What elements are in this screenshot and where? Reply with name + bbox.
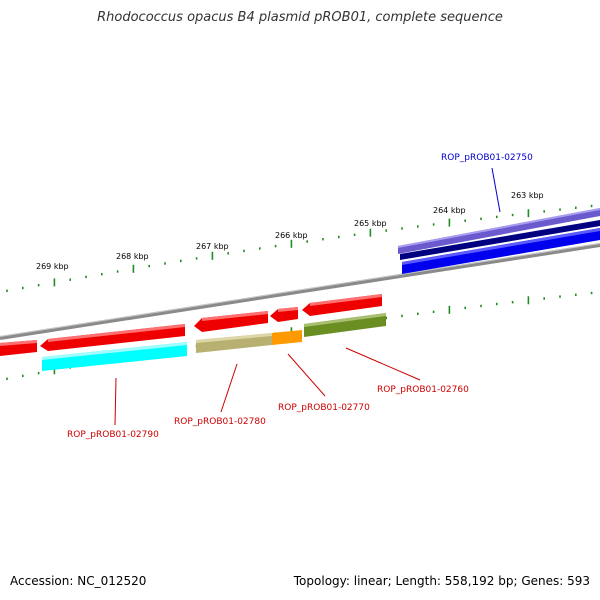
leader-02780	[220, 363, 238, 413]
gene-02750-features[interactable]	[398, 208, 600, 274]
gene-02760-olive-band	[304, 313, 386, 337]
gene-label-02780[interactable]: ROP_pROB01-02780	[174, 417, 266, 427]
gene-02750-navy-band	[400, 220, 600, 260]
scale-label-263: 263 kbp	[511, 191, 544, 200]
scale-label-264: 264 kbp	[433, 206, 466, 215]
gene-02780-khaki-band	[196, 333, 272, 353]
leader-02770	[287, 353, 326, 397]
scale-label-268: 268 kbp	[116, 252, 149, 261]
gene-label-02760[interactable]: ROP_pROB01-02760	[377, 385, 469, 395]
leader-02790	[114, 377, 117, 426]
gene-label-02750[interactable]: ROP_pROB01-02750	[441, 153, 533, 163]
accession-text: Accession: NC_012520	[10, 574, 147, 588]
topology-summary: Topology: linear; Length: 558,192 bp; Ge…	[293, 574, 590, 588]
cds-arrow-2	[270, 307, 298, 322]
scale-label-265: 265 kbp	[354, 219, 387, 228]
leader-02750	[491, 167, 501, 213]
cds-upper-arrows[interactable]	[0, 294, 382, 356]
gene-02790-cyan-band	[42, 342, 187, 371]
sequence-backbone	[0, 243, 600, 340]
lower-track-features[interactable]	[42, 313, 386, 371]
cds-arrow-3	[194, 311, 268, 332]
upper-scale-ruler	[6, 204, 593, 292]
scale-label-267: 267 kbp	[196, 242, 229, 251]
scale-label-269: 269 kbp	[36, 262, 69, 271]
gene-label-02790[interactable]: ROP_pROB01-02790	[67, 430, 159, 440]
gene-02770-orange-band	[272, 330, 302, 345]
leader-02760	[345, 347, 421, 381]
map-title: Rhodococcus opacus B4 plasmid pROB01, co…	[97, 10, 503, 25]
gene-label-02770[interactable]: ROP_pROB01-02770	[278, 403, 370, 413]
scale-label-266: 266 kbp	[275, 231, 308, 240]
sequence-backbone-highlight	[0, 243, 600, 337]
